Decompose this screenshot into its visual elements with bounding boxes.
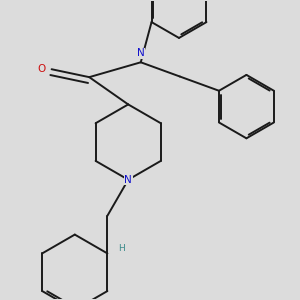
- Text: O: O: [38, 64, 46, 74]
- Text: N: N: [124, 175, 132, 185]
- Text: H: H: [118, 244, 124, 253]
- Text: N: N: [137, 48, 145, 58]
